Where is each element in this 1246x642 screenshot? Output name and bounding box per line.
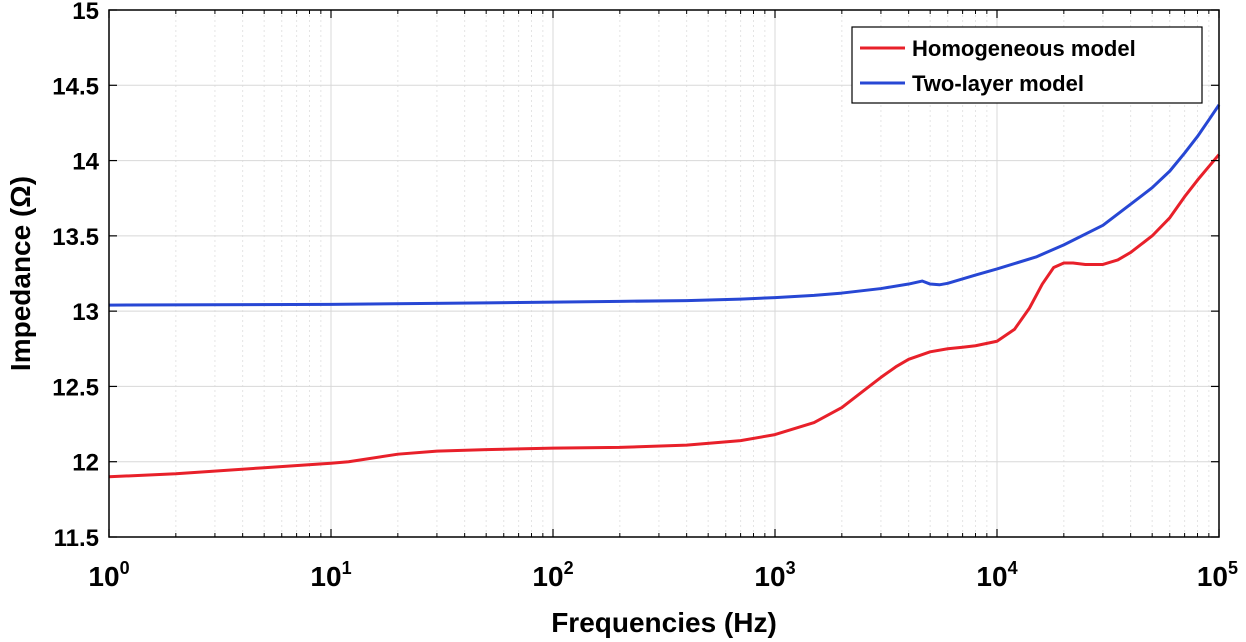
x-tick-label: 104	[976, 558, 1017, 592]
y-tick-label: 14	[72, 149, 99, 176]
x-tick-label: 100	[88, 558, 129, 592]
x-tick-label: 105	[1197, 558, 1238, 592]
y-axis-label: Impedance (Ω)	[5, 176, 36, 371]
series-layer	[108, 104, 1221, 479]
legend-label-two-layer: Two-layer model	[912, 71, 1084, 96]
x-axis-label: Frequencies (Hz)	[551, 607, 777, 638]
legend: Homogeneous model Two-layer model	[851, 26, 1203, 104]
y-tick-label: 14.5	[52, 73, 99, 100]
y-tick-label: 15	[72, 0, 99, 25]
y-tick-label: 13.5	[52, 224, 99, 251]
x-tick-label: 102	[532, 558, 573, 592]
y-tick-labels: 11.5 12 12.5 13 13.5 14 14.5 15	[52, 0, 99, 552]
legend-box	[851, 26, 1203, 104]
x-tick-labels: 100 101 102 103 104 105	[88, 558, 1238, 592]
y-tick-label: 13	[72, 299, 99, 326]
y-tick-label: 12.5	[52, 374, 99, 401]
plot-frame	[108, 9, 1220, 538]
legend-label-homogeneous: Homogeneous model	[912, 36, 1136, 61]
series-line-homogeneous	[108, 153, 1221, 479]
x-tick-label: 101	[310, 558, 351, 592]
y-tick-label: 12	[72, 450, 99, 477]
y-tick-label: 11.5	[54, 525, 99, 552]
x-tick-label: 103	[754, 558, 795, 592]
ticks-layer	[108, 9, 1220, 538]
series-line-two-layer	[108, 104, 1221, 307]
